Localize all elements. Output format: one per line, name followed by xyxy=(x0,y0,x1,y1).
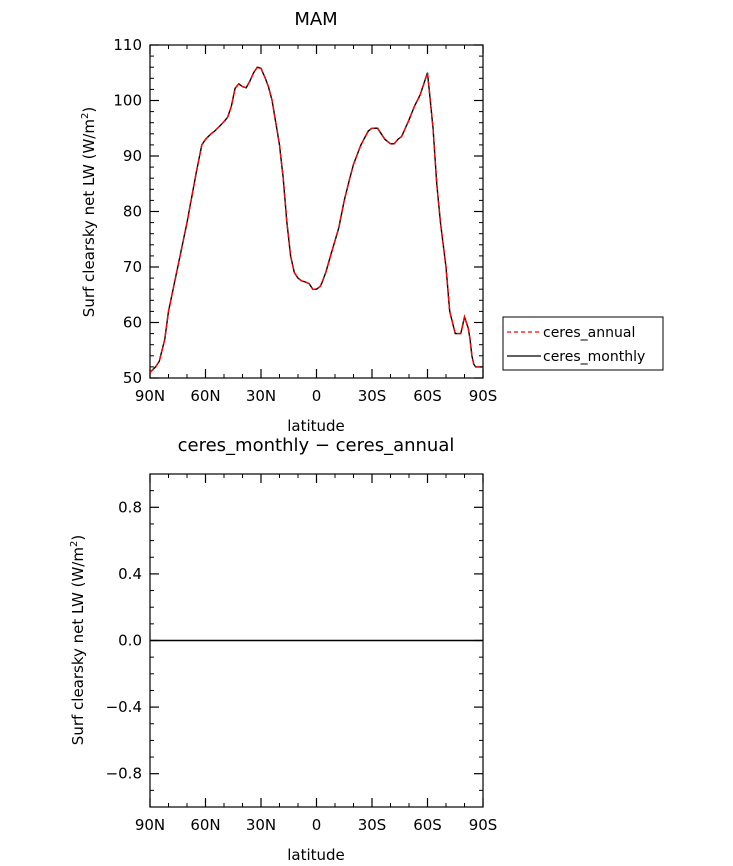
y-tick-label: 0.4 xyxy=(118,565,142,583)
y-tick-label: 110 xyxy=(113,36,142,54)
top-x-tick-labels: 90N 60N 30N 0 30S 60S 90S xyxy=(135,387,497,405)
y-tick-label: 100 xyxy=(113,92,142,110)
top-series xyxy=(149,66,483,373)
y-tick-label: 70 xyxy=(123,258,142,276)
bottom-x-tick-labels: 90N 60N 30N 0 30S 60S 90S xyxy=(135,816,497,834)
x-tick-label: 30S xyxy=(358,387,387,405)
x-tick-label: 90N xyxy=(135,387,165,405)
top-ticks xyxy=(149,44,484,379)
x-tick-label: 0 xyxy=(312,816,322,834)
top-panel: MAM 50 60 70 80 90 100 110 90N 60N 30N 0 30S 60S 90S… xyxy=(80,9,664,435)
top-y-axis-label-close: ) xyxy=(80,107,98,113)
top-plot-frame xyxy=(149,44,484,379)
series-line-ceres-annual xyxy=(149,66,483,373)
legend: ceres_annual ceres_monthly xyxy=(502,316,664,371)
bottom-y-tick-labels: −0.8 −0.4 0.0 0.4 0.8 xyxy=(106,498,142,782)
bottom-y-axis-label-sup: 2 xyxy=(69,541,80,547)
legend-label-ceres-annual: ceres_annual xyxy=(543,325,635,341)
x-tick-label: 60S xyxy=(413,387,442,405)
bottom-y-axis-label-close: ) xyxy=(69,535,87,541)
x-tick-label: 30S xyxy=(358,816,387,834)
bottom-panel: ceres_monthly − ceres_annual −0.8 −0.4 0.0… xyxy=(69,435,497,864)
x-tick-label: 60N xyxy=(190,816,220,834)
bottom-chart-title: ceres_monthly − ceres_annual xyxy=(178,435,455,456)
x-tick-label: 60S xyxy=(413,816,442,834)
legend-box xyxy=(502,316,664,371)
y-tick-label: 90 xyxy=(123,147,142,165)
y-tick-label: 50 xyxy=(123,369,142,387)
x-tick-label: 90S xyxy=(469,387,498,405)
x-tick-label: 30N xyxy=(246,387,276,405)
y-tick-label: −0.4 xyxy=(106,698,142,716)
bottom-ticks xyxy=(149,473,484,808)
bottom-x-axis-label: latitude xyxy=(287,846,345,864)
x-tick-label: 90S xyxy=(469,816,498,834)
series-line-ceres-monthly xyxy=(149,66,483,373)
x-tick-label: 90N xyxy=(135,816,165,834)
legend-label-ceres-monthly: ceres_monthly xyxy=(543,349,645,365)
y-tick-label: 0.8 xyxy=(118,498,142,516)
top-y-axis-label: Surf clearsky net LW (W/m2) xyxy=(80,107,98,317)
x-tick-label: 30N xyxy=(246,816,276,834)
y-tick-label: −0.8 xyxy=(106,765,142,783)
x-tick-label: 0 xyxy=(312,387,322,405)
top-chart-title: MAM xyxy=(294,9,337,30)
y-tick-label: 80 xyxy=(123,203,142,221)
y-tick-label: 0.0 xyxy=(118,632,142,650)
top-y-axis-label-sup: 2 xyxy=(80,113,91,119)
top-y-tick-labels: 50 60 70 80 90 100 110 xyxy=(113,36,142,387)
bottom-y-axis-label: Surf clearsky net LW (W/m2) xyxy=(69,535,87,745)
top-x-axis-label: latitude xyxy=(287,417,345,435)
top-y-axis-label-main: Surf clearsky net LW (W/m xyxy=(80,119,98,317)
y-tick-label: 60 xyxy=(123,314,142,332)
bottom-y-axis-label-main: Surf clearsky net LW (W/m xyxy=(69,547,87,745)
x-tick-label: 60N xyxy=(190,387,220,405)
